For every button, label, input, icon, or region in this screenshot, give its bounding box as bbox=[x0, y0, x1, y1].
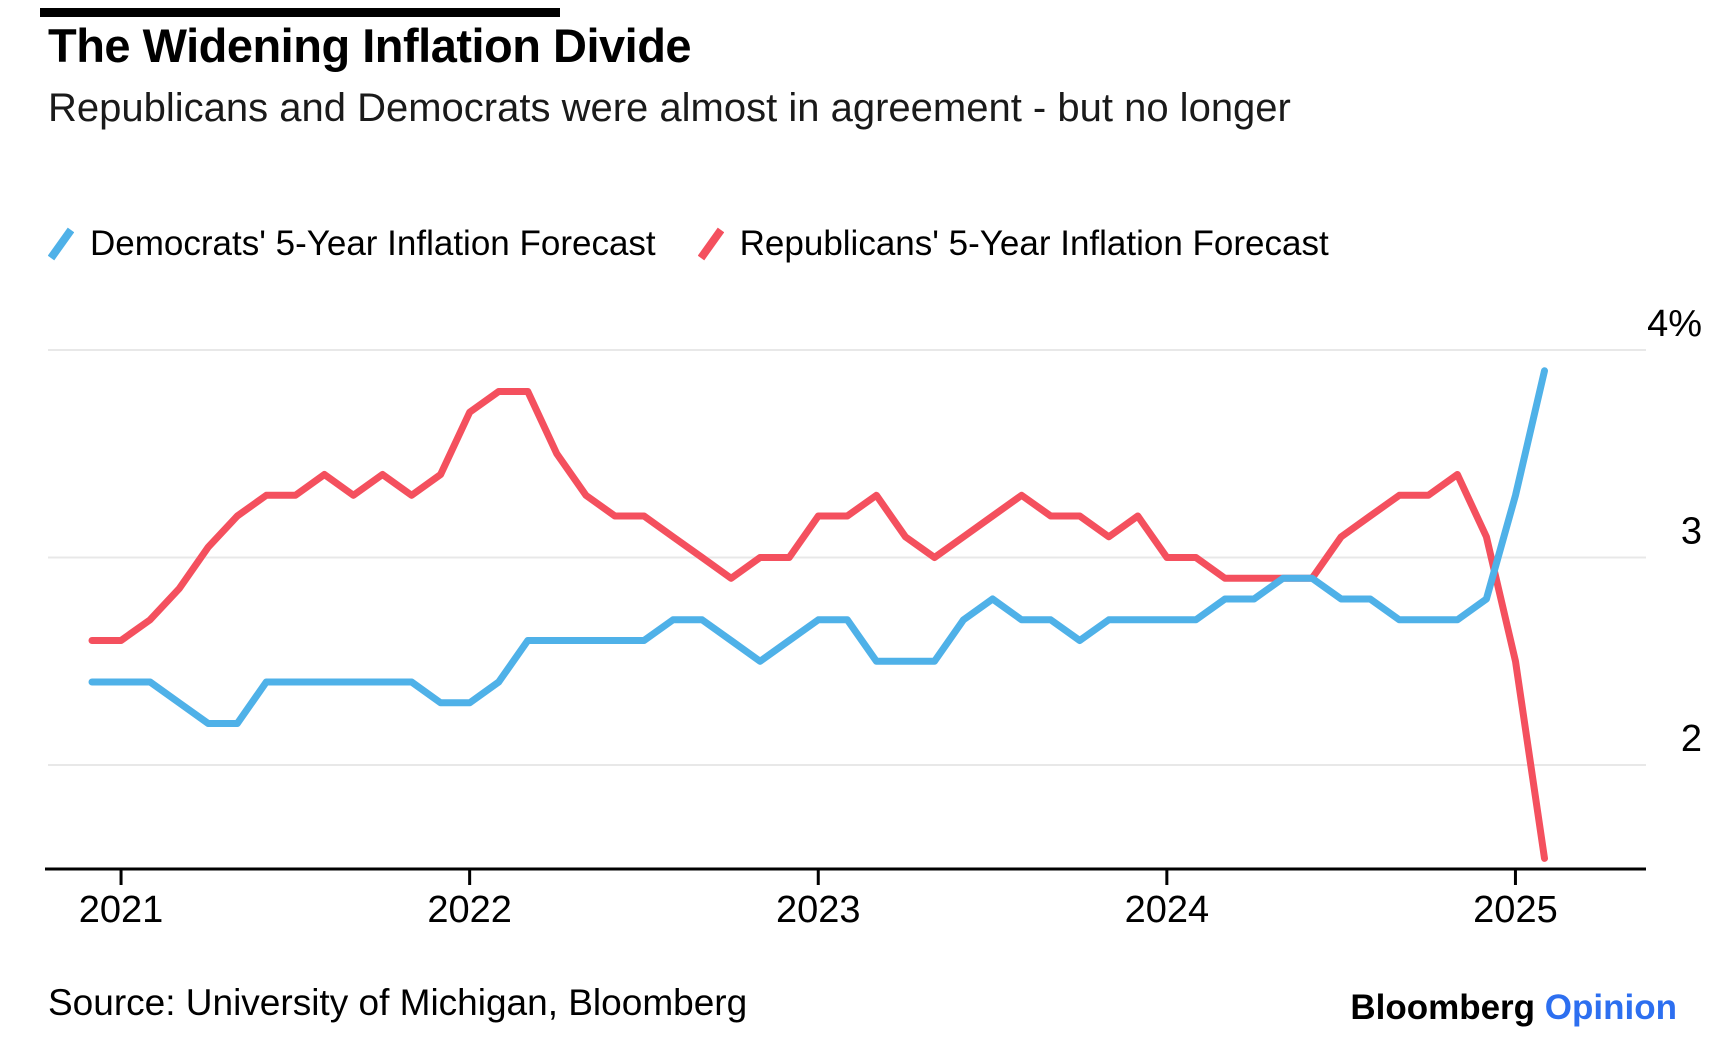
bloomberg-opinion-logo: Bloomberg Opinion bbox=[1350, 988, 1677, 1028]
y-axis-label-4: 4% bbox=[1647, 303, 1702, 345]
x-axis-label-2021: 2021 bbox=[79, 889, 164, 931]
legend-item-republicans: Republicans' 5-Year Inflation Forecast bbox=[697, 224, 1329, 264]
x-axis-label-2023: 2023 bbox=[776, 889, 861, 931]
democrats-line bbox=[88, 367, 1548, 727]
democrats-line-swatch-icon bbox=[48, 227, 74, 261]
chart-subtitle: Republicans and Democrats were almost in… bbox=[48, 86, 1291, 130]
y-axis-label-2: 2 bbox=[1681, 718, 1702, 760]
republicans-line bbox=[88, 388, 1548, 862]
opinion-wordmark: Opinion bbox=[1544, 988, 1677, 1027]
legend-item-democrats: Democrats' 5-Year Inflation Forecast bbox=[48, 224, 656, 264]
bloomberg-wordmark: Bloomberg bbox=[1350, 988, 1536, 1027]
x-axis-label-2025: 2025 bbox=[1473, 889, 1558, 931]
legend-label-republicans: Republicans' 5-Year Inflation Forecast bbox=[739, 224, 1329, 263]
legend-label-democrats: Democrats' 5-Year Inflation Forecast bbox=[90, 224, 656, 263]
source-note: Source: University of Michigan, Bloomber… bbox=[48, 982, 748, 1023]
legend: Democrats' 5-Year Inflation Forecast Rep… bbox=[48, 224, 1329, 264]
x-axis-label-2024: 2024 bbox=[1125, 889, 1210, 931]
chart-title: The Widening Inflation Divide bbox=[48, 19, 692, 72]
kicker-bar bbox=[40, 8, 560, 17]
y-axis-label-3: 3 bbox=[1681, 511, 1702, 553]
x-axis-label-2022: 2022 bbox=[427, 889, 512, 931]
republicans-line-swatch-icon bbox=[697, 227, 724, 261]
